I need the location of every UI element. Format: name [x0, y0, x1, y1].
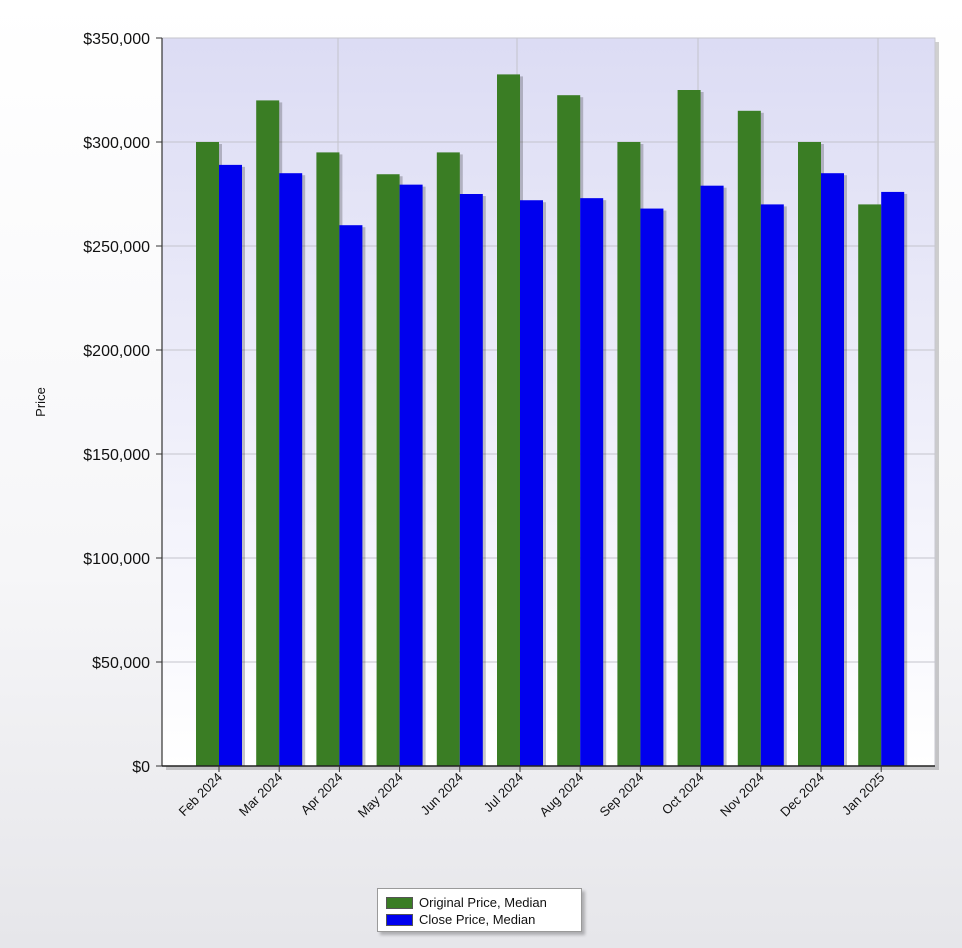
bar-close-price [339, 225, 363, 766]
bar-original-price [196, 142, 219, 766]
x-tick-label: Nov 2024 [717, 770, 767, 820]
bar-close-price [700, 185, 724, 766]
y-tick-label: $50,000 [92, 655, 150, 672]
y-tick-label: $200,000 [83, 343, 150, 360]
bar-close-price [219, 164, 242, 766]
bar-close-price [640, 208, 664, 766]
bar-close-price [580, 198, 604, 766]
x-tick-label: Oct 2024 [659, 770, 707, 818]
legend-label-close-price: Close Price, Median [419, 912, 536, 927]
y-tick-label: $0 [132, 759, 150, 776]
legend: Original Price, Median Close Price, Medi… [377, 888, 582, 932]
x-tick-label: May 2024 [355, 770, 406, 821]
bars [196, 74, 908, 767]
y-axis-title: Price [33, 387, 48, 417]
legend-label-original-price: Original Price, Median [419, 895, 547, 910]
bar-close-price [279, 173, 303, 766]
x-tick-label: Apr 2024 [298, 770, 346, 818]
bar-original-price [798, 142, 821, 766]
bar-close-price [459, 194, 483, 766]
x-tick-label: Jul 2024 [481, 770, 526, 815]
bar-close-price [881, 191, 905, 767]
bar-original-price [617, 142, 641, 766]
bar-original-price [436, 152, 460, 766]
bar-original-price [316, 152, 340, 766]
legend-item-close-price: Close Price, Median [386, 911, 581, 928]
legend-swatch-original-price [386, 896, 413, 909]
y-tick-label: $250,000 [83, 239, 150, 256]
y-tick-label: $100,000 [83, 551, 150, 568]
x-tick-label: Mar 2024 [236, 770, 285, 819]
x-tick-label: Feb 2024 [176, 770, 225, 819]
x-tick-labels: Feb 2024 Mar 2024 Apr 2024 May 2024 Jun 2024… [176, 770, 888, 821]
y-tick-label: $150,000 [83, 447, 150, 464]
bar-original-price [737, 110, 761, 767]
bar-close-price [760, 204, 784, 766]
bar-original-price [497, 74, 520, 766]
bar-close-price [821, 173, 844, 766]
x-tick-label: Jan 2025 [839, 770, 887, 818]
bar-original-price [376, 174, 400, 767]
x-tick-label: Jun 2024 [417, 770, 465, 818]
y-tick-labels: $0 $50,000 $100,000 $150,000 $200,000 $250,00… [83, 31, 150, 776]
bar-original-price [677, 90, 701, 766]
x-tick-label: Sep 2024 [597, 770, 647, 820]
bar-original-price [557, 95, 581, 766]
bar-original-price [858, 204, 882, 766]
bar-close-price [520, 200, 543, 767]
y-tick-label: $350,000 [83, 31, 150, 48]
x-tick-label: Aug 2024 [536, 770, 586, 820]
x-tick-label: Dec 2024 [777, 770, 827, 820]
bar-close-price [399, 184, 423, 766]
y-tick-label: $300,000 [83, 135, 150, 152]
bar-original-price [256, 100, 280, 766]
legend-item-original-price: Original Price, Median [386, 894, 581, 911]
legend-swatch-close-price [386, 913, 413, 926]
axes [156, 37, 935, 772]
